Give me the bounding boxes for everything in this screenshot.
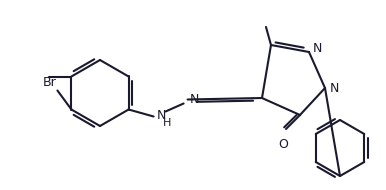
Text: N: N <box>313 41 322 55</box>
Text: H: H <box>163 119 171 128</box>
Text: Br: Br <box>43 75 56 89</box>
Text: N: N <box>157 109 166 122</box>
Text: N: N <box>190 93 199 106</box>
Text: O: O <box>278 138 288 151</box>
Text: N: N <box>330 82 339 94</box>
